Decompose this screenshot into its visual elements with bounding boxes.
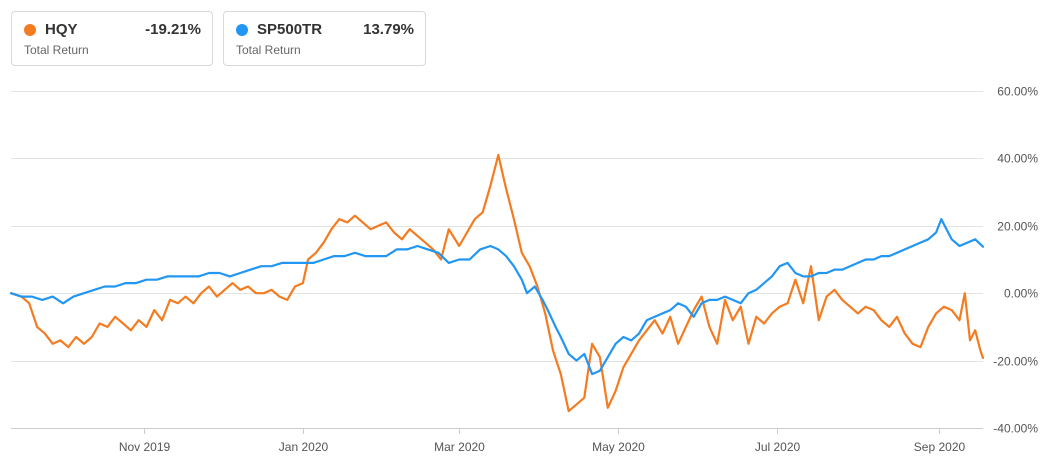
series-line-sp500tr bbox=[9, 218, 985, 376]
legend-ticker: HQY bbox=[45, 21, 78, 38]
x-tick-label: Jan 2020 bbox=[279, 440, 329, 454]
legend-sublabel: Total Return bbox=[236, 43, 301, 57]
legend-card-sp500tr[interactable]: SP500TR 13.79% Total Return bbox=[223, 11, 426, 66]
legend-return-value: 13.79% bbox=[363, 21, 414, 38]
legend-sublabel: Total Return bbox=[24, 43, 89, 57]
x-tick-label: Jul 2020 bbox=[755, 440, 801, 454]
legend-return-value: -19.21% bbox=[145, 21, 201, 38]
legend-ticker: SP500TR bbox=[257, 21, 323, 38]
grid-layer bbox=[11, 91, 983, 429]
y-tick-label: 40.00% bbox=[997, 152, 1038, 166]
legend-card-hqy[interactable]: HQY -19.21% Total Return bbox=[11, 11, 213, 66]
axis-layer: 60.00% 40.00% 20.00% 0.00% -20.00% -40.00% Nov… bbox=[119, 85, 1039, 455]
series-line-hqy bbox=[9, 153, 985, 413]
x-tick-label: Sep 2020 bbox=[914, 440, 966, 454]
x-tick-label: Nov 2019 bbox=[119, 440, 171, 454]
series-layer bbox=[9, 153, 985, 413]
y-tick-label: 0.00% bbox=[1004, 287, 1038, 301]
hqy-color-dot-icon bbox=[24, 24, 36, 36]
y-tick-label: 60.00% bbox=[997, 85, 1038, 99]
x-tick-label: Mar 2020 bbox=[434, 440, 485, 454]
y-tick-label: -20.00% bbox=[993, 355, 1038, 369]
y-tick-label: -40.00% bbox=[993, 422, 1038, 436]
sp500tr-color-dot-icon bbox=[236, 24, 248, 36]
x-tick-label: May 2020 bbox=[592, 440, 645, 454]
y-tick-label: 20.00% bbox=[997, 220, 1038, 234]
